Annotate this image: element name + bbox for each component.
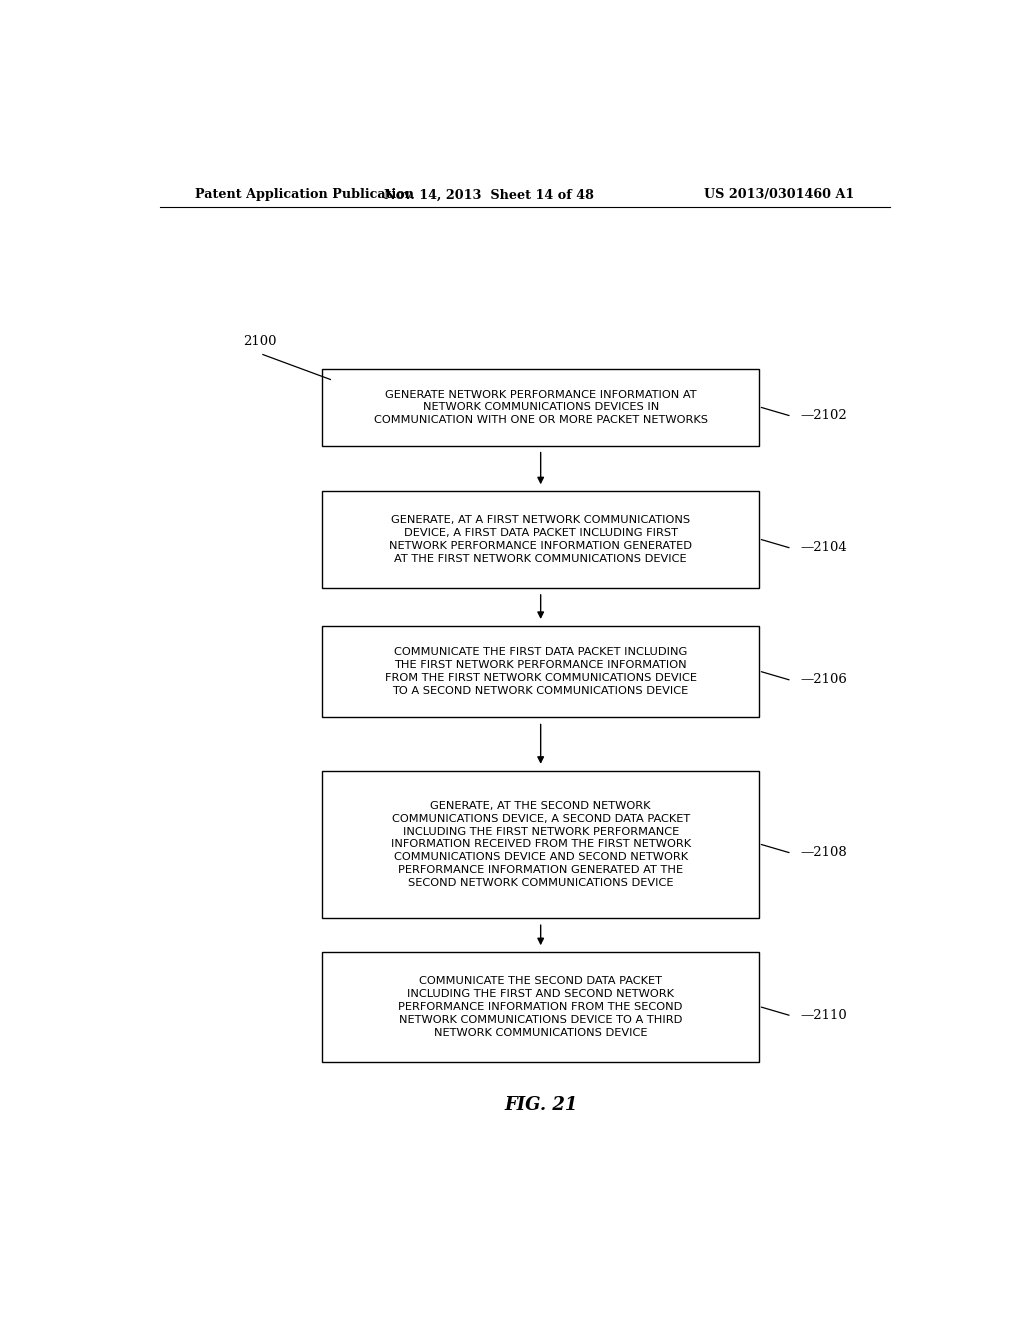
Text: —2110: —2110: [800, 1008, 847, 1022]
Text: GENERATE, AT A FIRST NETWORK COMMUNICATIONS
DEVICE, A FIRST DATA PACKET INCLUDIN: GENERATE, AT A FIRST NETWORK COMMUNICATI…: [389, 515, 692, 564]
Text: GENERATE NETWORK PERFORMANCE INFORMATION AT
NETWORK COMMUNICATIONS DEVICES IN
CO: GENERATE NETWORK PERFORMANCE INFORMATION…: [374, 389, 708, 425]
Bar: [323, 952, 759, 1063]
Bar: [323, 771, 759, 919]
Text: GENERATE, AT THE SECOND NETWORK
COMMUNICATIONS DEVICE, A SECOND DATA PACKET
INCL: GENERATE, AT THE SECOND NETWORK COMMUNIC…: [390, 801, 691, 888]
Text: Nov. 14, 2013  Sheet 14 of 48: Nov. 14, 2013 Sheet 14 of 48: [384, 189, 594, 202]
Text: —2106: —2106: [800, 673, 847, 686]
Bar: [323, 491, 759, 587]
Text: US 2013/0301460 A1: US 2013/0301460 A1: [703, 189, 854, 202]
Text: —2104: —2104: [800, 541, 847, 554]
Text: COMMUNICATE THE FIRST DATA PACKET INCLUDING
THE FIRST NETWORK PERFORMANCE INFORM: COMMUNICATE THE FIRST DATA PACKET INCLUD…: [385, 648, 696, 696]
Text: 2100: 2100: [243, 335, 276, 348]
Text: —2102: —2102: [800, 409, 847, 422]
Text: Patent Application Publication: Patent Application Publication: [196, 189, 415, 202]
Bar: [323, 626, 759, 718]
Text: —2108: —2108: [800, 846, 847, 859]
Text: FIG. 21: FIG. 21: [504, 1096, 578, 1114]
Text: COMMUNICATE THE SECOND DATA PACKET
INCLUDING THE FIRST AND SECOND NETWORK
PERFOR: COMMUNICATE THE SECOND DATA PACKET INCLU…: [398, 977, 683, 1038]
Bar: [323, 370, 759, 446]
